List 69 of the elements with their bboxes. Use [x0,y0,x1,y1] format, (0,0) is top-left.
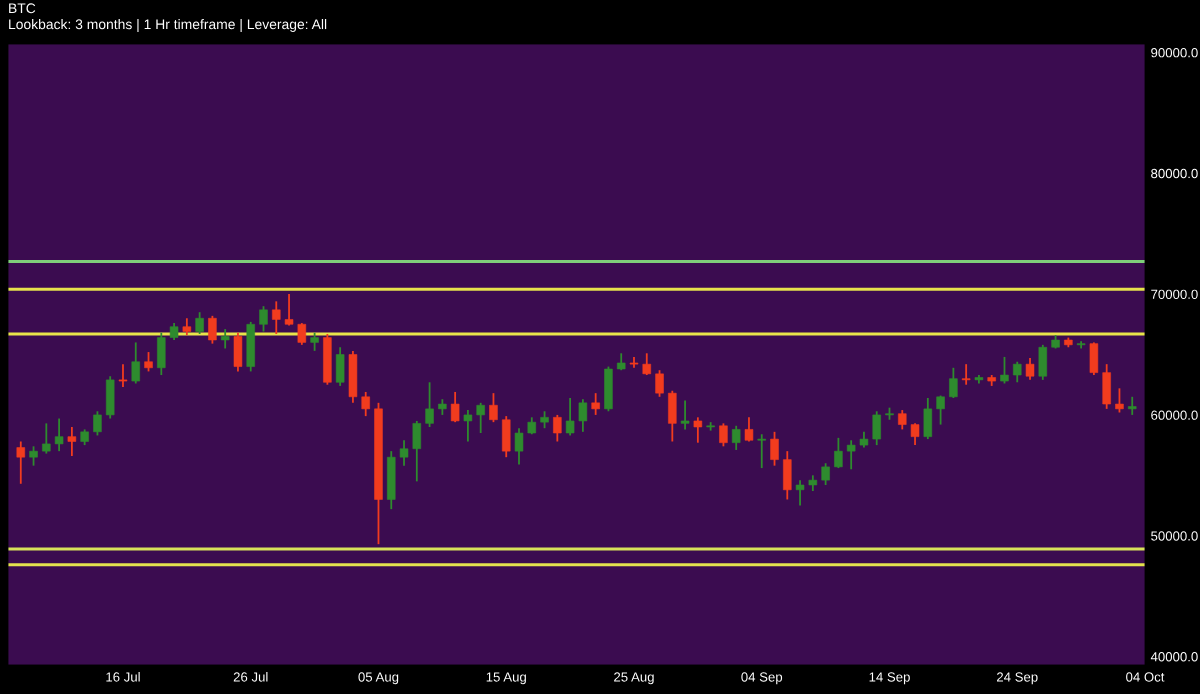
candlestick [1025,357,1035,381]
candlestick [514,427,524,466]
candlestick [961,363,971,386]
candlestick [42,422,51,455]
candlestick [284,293,294,327]
candlestick [770,430,779,467]
chart-title: BTC [9,3,36,14]
candlestick [578,398,588,433]
x-tick-label: 14 Sep [869,672,910,685]
candlestick [898,409,907,431]
candlestick [642,352,651,376]
y-tick-label: 40000.0 [1150,652,1198,662]
candlestick [259,305,268,333]
candlestick [195,311,204,335]
candlestick [54,417,64,453]
x-tick-label: 15 Aug [486,672,526,685]
candlestick [821,462,830,486]
candlestick [450,391,460,424]
candlestick [118,363,128,389]
y-tick-label: 50000.0 [1151,531,1198,541]
candlestick [208,314,217,345]
candlestick [680,399,690,431]
x-tick-label: 05 Aug [358,672,399,685]
x-tick-label: 04 Oct [1126,672,1165,682]
candlestick [591,392,600,416]
x-tick-label: 26 Jul [233,671,268,682]
candlestick [29,445,38,467]
chart-subtitle: Lookback: 3 months | 1 Hr timeframe | Leverage: All [9,19,327,33]
candlestick [910,422,920,447]
candlestick [846,439,856,471]
candlestick [144,351,153,373]
candlestick [719,422,728,448]
candlestick [565,397,575,437]
x-tick-label: 16 Jul [106,671,140,682]
candlestick [310,331,319,352]
candlestick [131,341,140,385]
candlestick [1013,360,1022,384]
candlestick [361,391,370,418]
candlestick [795,479,805,507]
candlestick [655,369,664,398]
candlestick [489,392,498,424]
candlestick [936,394,945,426]
candlestick [16,440,26,485]
x-tick-label: 25 Aug [614,672,654,685]
candlestick [67,426,77,457]
candlestick [476,401,485,434]
candlestick [757,433,766,469]
candlestick [1000,356,1009,385]
candlestick [949,366,958,399]
candlestick [399,439,409,467]
candlestick [834,436,843,469]
y-tick-label: 90000.0 [1151,48,1198,58]
y-tick-label: 70000.0 [1151,289,1198,299]
candlestick [744,416,754,443]
y-tick-label: 60000.0 [1151,410,1198,420]
x-tick-label: 04 Sep [741,672,783,685]
candlestick [425,381,434,428]
candlestick [553,414,562,443]
candlestick [1127,395,1137,416]
y-tick-label: 80000.0 [1151,168,1198,179]
candlestick [272,300,281,335]
candlestick [1115,387,1124,414]
candlestick [463,409,473,443]
candlestick [297,322,307,346]
candlestick [220,328,230,350]
candlestick [93,410,102,437]
candlestick [731,424,741,451]
candlestick [693,416,703,444]
x-tick-label: 24 Sep [997,672,1038,685]
